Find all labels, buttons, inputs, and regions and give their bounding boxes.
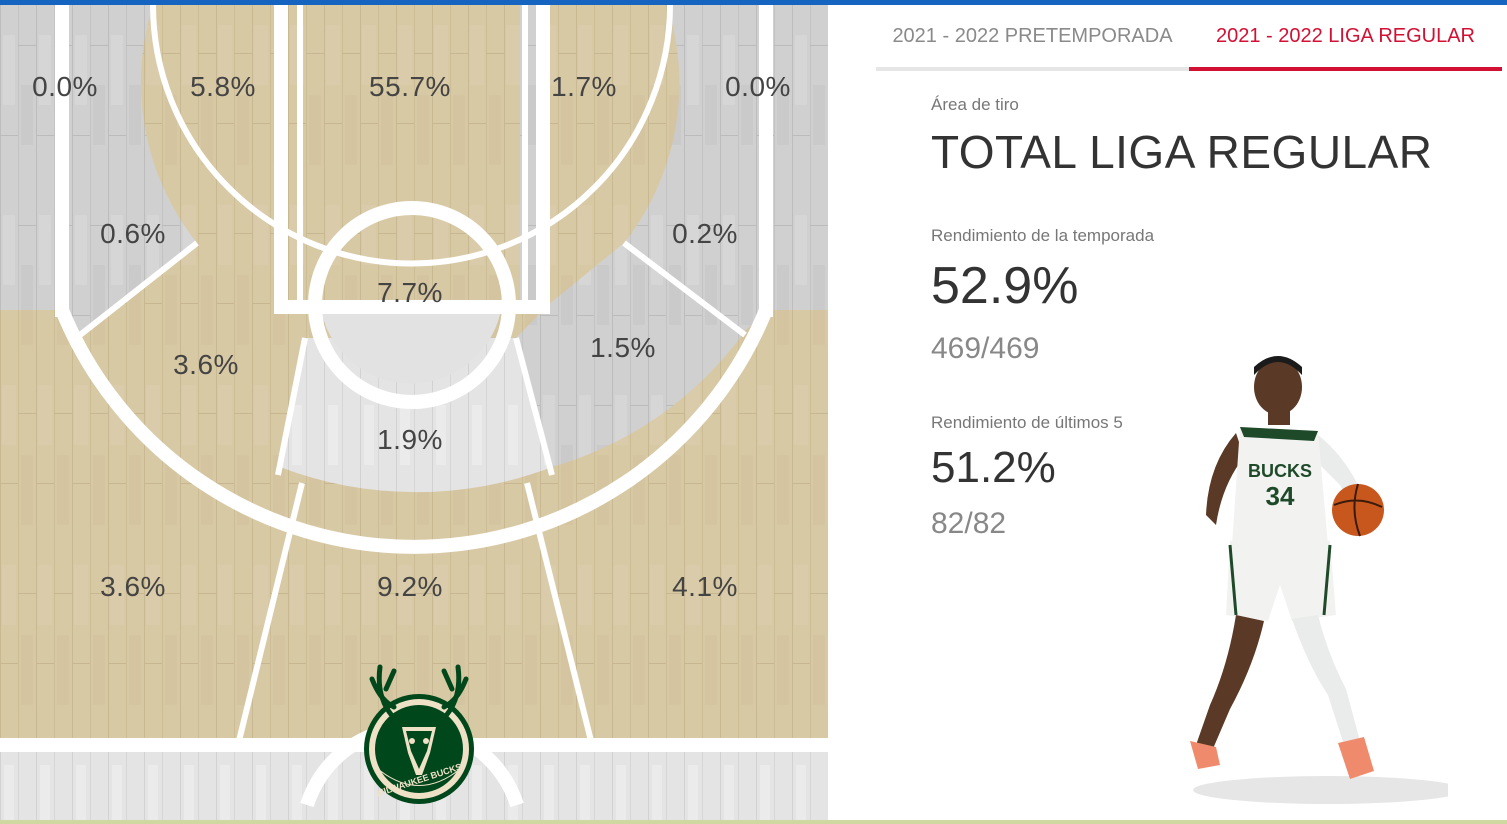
season-tabs: 2021 - 2022 PRETEMPORADA 2021 - 2022 LIG…: [876, 5, 1502, 71]
season-performance-value: 52.9%: [931, 257, 1079, 315]
zone-right-mid-pct: 1.5%: [590, 332, 656, 363]
stats-panel: 2021 - 2022 PRETEMPORADA 2021 - 2022 LIG…: [828, 5, 1507, 820]
zone-top-key-pct: 1.9%: [377, 424, 443, 455]
area-label: Área de tiro: [931, 95, 1019, 114]
last5-performance-ratio: 82/82: [931, 507, 1007, 540]
zone-center-three-pct: 9.2%: [377, 571, 443, 602]
court-drawing: [0, 5, 828, 820]
top-accent-bar: [0, 0, 1507, 5]
jersey-text: BUCKS: [1248, 461, 1312, 481]
tab-regular-season[interactable]: 2021 - 2022 LIGA REGULAR: [1189, 5, 1502, 71]
zone-corner-right-top-pct: 0.0%: [725, 71, 791, 102]
tab-preseason[interactable]: 2021 - 2022 PRETEMPORADA: [876, 5, 1189, 71]
area-title: TOTAL LIGA REGULAR: [931, 126, 1433, 178]
season-performance-label: Rendimiento de la temporada: [931, 226, 1155, 245]
last5-performance-label: Rendimiento de últimos 5: [931, 413, 1123, 432]
zone-right-top-pct: 1.7%: [551, 71, 617, 102]
zone-center-top-pct: 55.7%: [369, 71, 451, 102]
zone-corner-left-top-pct: 0.0%: [32, 71, 98, 102]
season-performance-ratio: 469/469: [931, 332, 1040, 365]
milwaukee-bucks-logo: [364, 664, 474, 804]
zone-left-wing-pct: 0.6%: [100, 218, 166, 249]
zone-right-three-pct: 4.1%: [672, 571, 738, 602]
zone-paint-pct: 7.7%: [377, 277, 443, 308]
shot-chart-court: 0.0% 5.8% 55.7% 1.7% 0.0% 0.6% 0.2% 7.7%…: [0, 5, 828, 820]
zone-left-mid-pct: 3.6%: [173, 349, 239, 380]
jersey-number: 34: [1266, 481, 1295, 511]
bottom-border: [0, 820, 1507, 824]
zone-left-three-pct: 3.6%: [100, 571, 166, 602]
zone-right-wing-pct: 0.2%: [672, 218, 738, 249]
last5-performance-value: 51.2%: [931, 443, 1056, 492]
player-image: BUCKS 34: [1190, 356, 1448, 804]
zone-left-top-pct: 5.8%: [190, 71, 256, 102]
